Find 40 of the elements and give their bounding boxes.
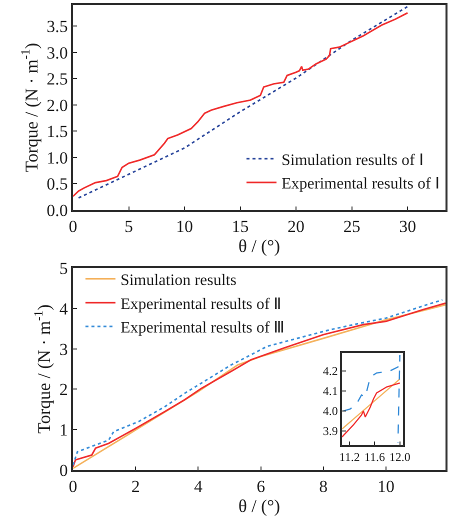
x-tick-label: 6: [256, 477, 266, 496]
x-axis-title: θ / (°): [238, 496, 280, 516]
y-tick-label: 3.5: [46, 16, 68, 36]
y-tick-label: 4.0: [322, 404, 338, 418]
y-tick-label: 3.9: [322, 424, 338, 438]
y-tick-label: 4.2: [322, 364, 338, 378]
legend-label: Experimental results of Ⅲ: [120, 320, 285, 337]
x-tick-label: 2: [131, 477, 140, 496]
y-tick-label: 1: [59, 420, 68, 440]
y-tick-label: 1.0: [46, 148, 68, 168]
y-tick-label: 4: [59, 299, 68, 318]
legend-label: Simulation results: [120, 272, 236, 290]
x-tick-label: 5: [124, 217, 134, 236]
y-tick-label: 2.0: [46, 96, 68, 115]
x-tick-label: 15: [232, 217, 249, 236]
x-tick-label: 4: [194, 477, 203, 496]
x-tick-label: 10: [176, 217, 194, 236]
y-tick-label: 3: [59, 340, 68, 359]
x-tick-label: 11.6: [364, 450, 385, 464]
y-tick-label: 0.5: [46, 174, 68, 194]
y-tick-label: 2: [59, 380, 68, 400]
y-tick-label: 2.5: [46, 70, 68, 89]
line-series: [342, 354, 401, 444]
x-tick-label: 8: [319, 477, 328, 496]
x-tick-label: 30: [399, 217, 416, 236]
x-tick-label: 11.2: [339, 450, 360, 464]
x-tick-label: 20: [288, 217, 305, 236]
legend-label: Experimental results of Ⅱ: [120, 296, 282, 313]
x-tick-label: 25: [343, 217, 360, 236]
legend-label: Simulation results of Ⅰ: [282, 152, 424, 169]
line-series: [342, 382, 401, 438]
y-tick-label: 1.5: [46, 122, 68, 142]
legend-label: Experimental results of Ⅰ: [282, 176, 440, 193]
x-tick-label: 10: [378, 477, 395, 496]
x-axis-title: θ / (°): [238, 236, 280, 256]
y-tick-label: 3.0: [46, 43, 68, 62]
y-tick-label: 0.0: [46, 200, 68, 220]
x-tick-label: 12.0: [389, 450, 410, 464]
y-tick-label: 4.1: [322, 384, 338, 398]
y-tick-label: 5: [59, 258, 68, 278]
